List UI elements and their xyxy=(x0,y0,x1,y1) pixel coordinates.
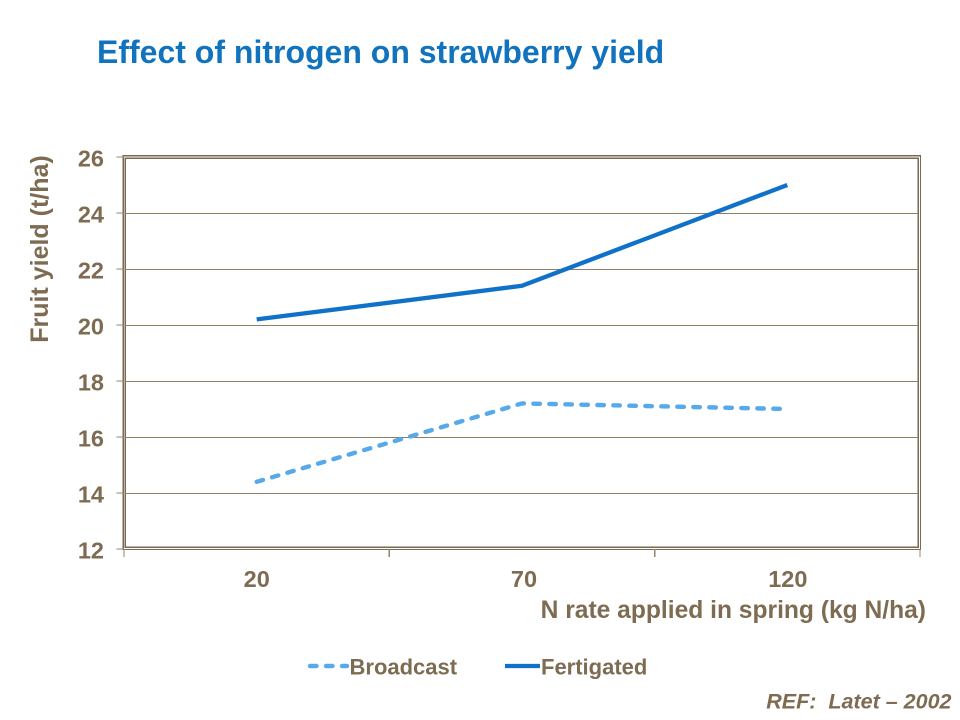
svg-text:24: 24 xyxy=(78,202,104,228)
svg-text:Fertigated: Fertigated xyxy=(541,655,647,680)
svg-text:120: 120 xyxy=(768,566,807,592)
svg-text:16: 16 xyxy=(78,426,104,452)
svg-text:Effect of nitrogen on strawber: Effect of nitrogen on strawberry yield xyxy=(97,34,664,70)
svg-text:Broadcast: Broadcast xyxy=(350,655,458,680)
svg-text:Fruit yield (t/ha): Fruit yield (t/ha) xyxy=(26,155,54,343)
svg-text:20: 20 xyxy=(78,314,104,340)
svg-text:14: 14 xyxy=(78,482,104,508)
svg-text:22: 22 xyxy=(78,258,104,284)
svg-text:N rate applied in spring (kg N: N rate applied in spring (kg N/ha) xyxy=(541,597,926,624)
svg-text:70: 70 xyxy=(511,566,537,592)
svg-text:12: 12 xyxy=(78,538,104,564)
svg-text:26: 26 xyxy=(78,146,104,172)
svg-text:REF: Latet – 2002: REF: Latet – 2002 xyxy=(766,690,951,714)
svg-text:18: 18 xyxy=(78,370,104,396)
svg-text:20: 20 xyxy=(244,566,270,592)
